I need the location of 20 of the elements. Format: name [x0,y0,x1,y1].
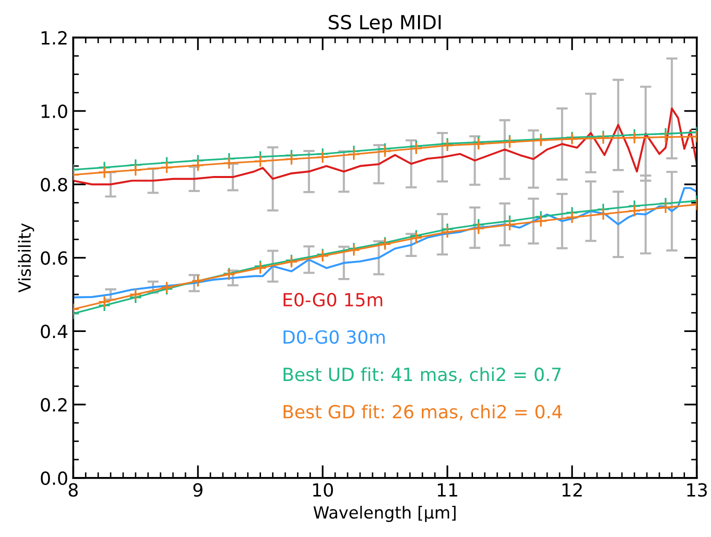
x-tick-label: 11 [438,483,458,497]
y-axis-title: Visibility [18,223,34,293]
text: Best UD fit: 41 mas, chi2 = 0.7 [284,367,561,384]
x-tick-label: 13 [687,483,707,497]
y-tick-label: 0.8 [40,178,68,192]
x-tick-label: 9 [193,483,202,497]
text: Best GD fit: 26 mas, chi2 = 0.4 [284,404,562,420]
chart-title: SS Lep MIDI [328,14,441,34]
text: D0-G0 30m [284,330,385,344]
x-tick-label: 8 [68,483,78,497]
text: E0-G0 15m [284,292,382,307]
y-tick-label: 1.0 [42,104,68,118]
y-tick-label: 0.4 [40,324,68,338]
y-tick-label: 0.0 [40,471,68,486]
y-tick-label: 0.2 [40,398,67,412]
x-tick-label: 12 [562,483,582,497]
y-tick-label: 0.6 [40,251,68,265]
x-axis-title: Wavelength [μm] [314,506,456,522]
x-tick-label: 10 [313,483,333,497]
y-tick-label: 1.2 [42,31,67,44]
